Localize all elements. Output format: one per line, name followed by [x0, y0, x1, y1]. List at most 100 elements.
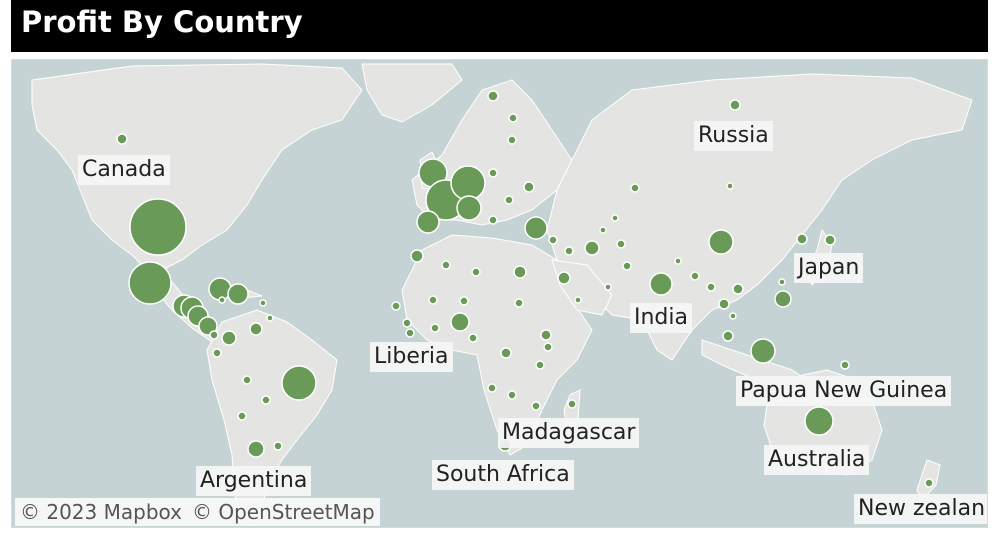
- marker-ghana: [430, 323, 440, 333]
- label-russia: Russia: [694, 121, 773, 151]
- marker-chile: [237, 411, 247, 421]
- marker-greece: [488, 215, 498, 225]
- marker-liberia: [405, 328, 415, 338]
- label-india: India: [630, 303, 692, 333]
- marker-jamaica: [218, 296, 226, 304]
- label-japan: Japan: [794, 253, 864, 283]
- marker-angola: [487, 383, 497, 393]
- marker-poland: [488, 168, 498, 178]
- marker-uzbekistan: [611, 214, 619, 222]
- marker-saudi-arabia: [557, 271, 571, 285]
- label-australia: Australia: [764, 445, 870, 475]
- label-papua-new-guinea: Papua New Guinea: [736, 376, 952, 406]
- marker-japan: [824, 234, 836, 246]
- marker-indonesia: [750, 338, 776, 364]
- map-view[interactable]: Canada Russia Japan India Liberia Papua …: [11, 59, 988, 528]
- marker-kenya: [543, 342, 553, 352]
- marker-madagascar: [567, 399, 577, 409]
- marker-afghanistan: [616, 239, 626, 249]
- marker-russia: [729, 99, 741, 111]
- marker-kazakhstan: [630, 183, 640, 193]
- marker-new-zealand: [924, 478, 934, 488]
- marker-ecuador: [209, 330, 219, 340]
- marker-south-korea: [796, 233, 808, 245]
- mapbox-attribution-link[interactable]: © 2023 Mapbox: [20, 500, 182, 524]
- marker-cameroon: [468, 333, 478, 343]
- title-bar: Profit By Country: [11, 0, 988, 52]
- marker-mexico: [128, 261, 172, 305]
- marker-turkey: [524, 216, 548, 240]
- marker-philippines: [774, 290, 792, 308]
- marker-trinidad: [266, 314, 274, 322]
- marker-iran: [584, 240, 600, 256]
- marker-algeria: [441, 260, 451, 270]
- marker-argentina: [247, 440, 265, 458]
- marker-myanmar: [706, 282, 716, 292]
- marker-mali: [428, 295, 438, 305]
- marker-niger: [459, 296, 469, 306]
- marker-australia: [804, 406, 834, 436]
- marker-mozambique: [531, 401, 541, 411]
- label-new-zealand: New zealan: [854, 494, 987, 524]
- marker-zambia: [507, 390, 517, 400]
- marker-vietnam: [732, 283, 744, 295]
- marker-venezuela: [249, 322, 263, 336]
- north-america-landmass: [31, 63, 363, 271]
- marker-spain: [416, 210, 440, 234]
- marker-iraq: [564, 246, 574, 256]
- marker-dr-congo: [500, 347, 512, 359]
- marker-finland: [507, 135, 517, 145]
- page-title: Profit By Country: [21, 5, 303, 39]
- marker-canada: [116, 133, 128, 145]
- marker-cambodia: [729, 312, 737, 320]
- marker-norway: [487, 90, 499, 102]
- marker-germany: [450, 165, 486, 201]
- profit-markers[interactable]: [116, 90, 934, 488]
- map-attribution: © 2023 Mapbox © OpenStreetMap: [15, 498, 380, 526]
- marker-papua-new-guinea: [840, 360, 850, 370]
- marker-puerto-rico: [259, 299, 267, 307]
- marker-paraguay: [261, 395, 271, 405]
- marker-thailand: [718, 298, 730, 310]
- marker-brazil: [281, 365, 317, 401]
- map-canvas[interactable]: [12, 60, 988, 528]
- marker-tanzania: [535, 360, 545, 370]
- marker-morocco: [410, 249, 424, 263]
- marker-libya: [471, 267, 481, 277]
- marker-sudan: [514, 298, 524, 308]
- osm-attribution-link[interactable]: © OpenStreetMap: [191, 500, 375, 524]
- marker-ethiopia: [540, 329, 552, 341]
- label-argentina: Argentina: [196, 466, 312, 496]
- label-canada: Canada: [78, 155, 170, 185]
- marker-oman: [604, 283, 612, 291]
- marker-bolivia: [242, 375, 252, 385]
- marker-peru: [212, 348, 222, 358]
- marker-egypt: [513, 265, 527, 279]
- africa-landmass: [401, 234, 593, 456]
- marker-dominican-republic: [227, 283, 249, 305]
- marker-united-states: [129, 198, 187, 256]
- marker-senegal: [391, 301, 401, 311]
- marker-yemen: [574, 296, 582, 304]
- marker-bangladesh: [690, 271, 700, 281]
- marker-sweden: [508, 113, 518, 123]
- label-madagascar: Madagascar: [498, 418, 640, 448]
- marker-taiwan: [778, 278, 786, 286]
- marker-turkmenistan: [599, 226, 607, 234]
- greenland-landmass: [361, 63, 463, 123]
- marker-mongolia: [726, 182, 734, 190]
- marker-syria: [548, 235, 558, 245]
- marker-india: [649, 272, 673, 296]
- label-liberia: Liberia: [370, 342, 453, 372]
- marker-china: [708, 229, 734, 255]
- marker-romania: [504, 195, 514, 205]
- marker-malaysia: [722, 330, 734, 342]
- marker-uruguay: [273, 441, 283, 451]
- marker-nepal: [674, 257, 682, 265]
- marker-guinea: [402, 318, 412, 328]
- marker-nigeria: [450, 312, 470, 332]
- label-south-africa: South Africa: [432, 460, 574, 490]
- marker-pakistan: [622, 261, 632, 271]
- marker-ukraine: [523, 181, 535, 193]
- marker-colombia: [221, 330, 237, 346]
